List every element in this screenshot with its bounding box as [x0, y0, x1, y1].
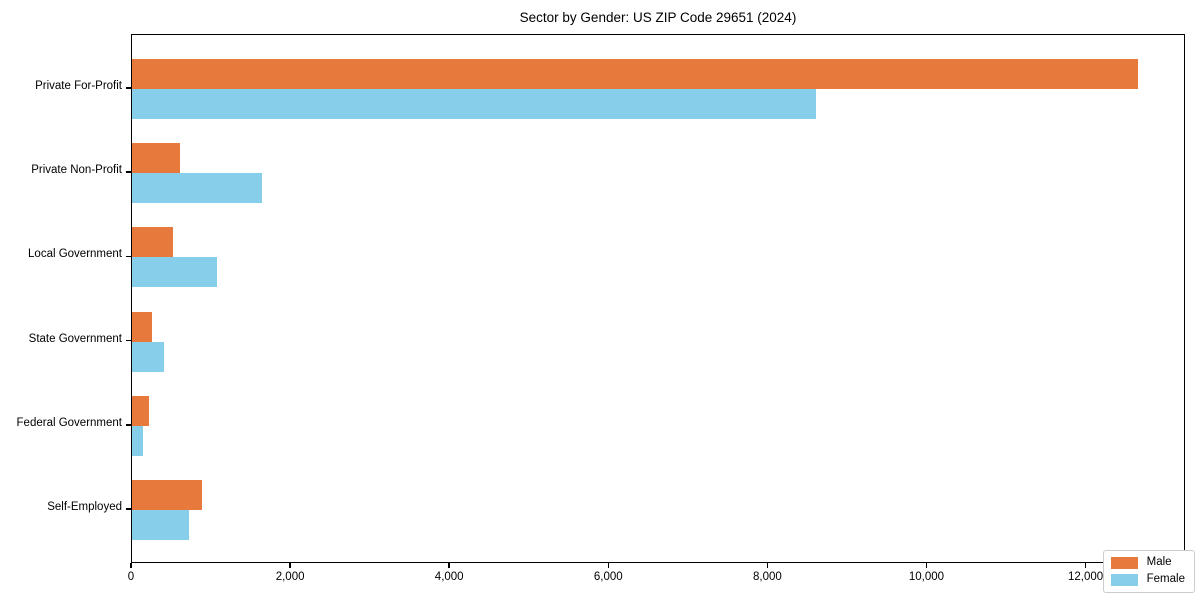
x-tick-label: 6,000 — [593, 571, 623, 583]
x-tick-mark — [607, 563, 610, 568]
legend-swatch-female-icon — [1110, 574, 1138, 586]
x-tick-mark — [289, 563, 291, 568]
bar-female-local-government — [132, 257, 218, 288]
x-tick-label: 0 — [127, 571, 135, 583]
x-tick-label: 10,000 — [908, 571, 945, 583]
x-tick-label: 8,000 — [752, 571, 782, 583]
bar-male-federal-government — [132, 395, 149, 426]
category-label: Private Non-Profit — [31, 164, 122, 177]
x-tick-label: 12,000 — [1067, 571, 1104, 583]
x-tick-label: 2,000 — [275, 571, 305, 583]
x-tick-mark — [130, 563, 132, 568]
chart-title: Sector by Gender: US ZIP Code 29651 (202… — [519, 10, 797, 25]
y-tick-mark — [126, 171, 131, 173]
bar-female-self-employed — [132, 510, 190, 540]
category-label: Local Government — [28, 248, 122, 261]
bar-male-private-non-profit — [132, 143, 180, 174]
x-tick-mark — [925, 563, 928, 568]
y-tick-mark — [126, 87, 131, 89]
legend-label-female: Female — [1146, 573, 1185, 586]
x-tick-mark — [1084, 563, 1087, 568]
bar-male-state-government — [132, 311, 152, 342]
bar-female-federal-government — [132, 425, 144, 456]
plot-area — [131, 34, 1185, 563]
legend-box: Male Female — [1102, 550, 1195, 593]
category-label: Private For-Profit — [35, 80, 122, 92]
bar-male-self-employed — [132, 480, 202, 510]
legend-label-male: Male — [1146, 556, 1172, 569]
bar-female-private-for-profit — [132, 89, 817, 119]
x-tick-mark — [766, 563, 769, 568]
category-label: State Government — [28, 332, 122, 345]
x-tick-label: 4,000 — [434, 571, 464, 583]
category-label: Federal Government — [16, 416, 122, 429]
y-tick-mark — [126, 508, 131, 510]
y-tick-mark — [126, 339, 131, 342]
legend-item-male: Male — [1110, 556, 1185, 569]
y-tick-mark — [126, 424, 131, 426]
bar-female-private-non-profit — [132, 173, 262, 204]
y-tick-mark — [126, 255, 131, 258]
category-label: Self-Employed — [47, 501, 122, 513]
bar-female-state-government — [132, 341, 164, 372]
x-tick-mark — [448, 563, 450, 568]
legend-item-female: Female — [1110, 573, 1185, 586]
legend-swatch-male-icon — [1110, 557, 1138, 569]
bar-male-private-for-profit — [132, 59, 1139, 89]
bar-male-local-government — [132, 227, 174, 258]
